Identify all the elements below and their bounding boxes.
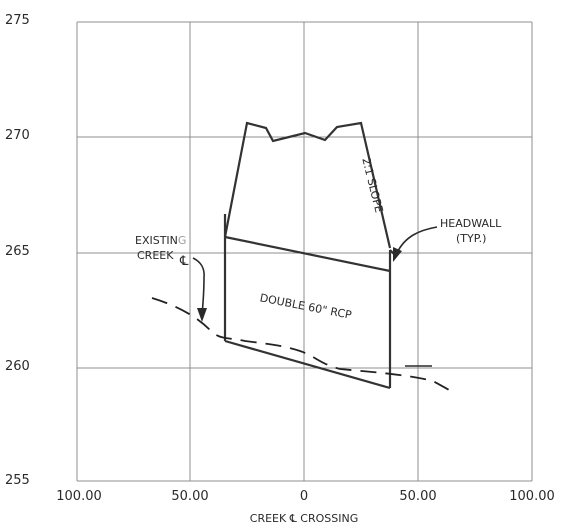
x-tick-label: 100.00 bbox=[509, 489, 555, 504]
existing-creek-line1-tail: G bbox=[178, 234, 187, 247]
pipe-label: DOUBLE 60" RCP bbox=[259, 291, 353, 322]
y-tick-label: 275 bbox=[5, 13, 30, 28]
y-axis-labels: 275 270 265 260 255 bbox=[5, 13, 30, 488]
existing-creek-line1-main: EXISTIN bbox=[135, 234, 178, 247]
existing-creek-arrowhead bbox=[197, 308, 207, 322]
slope-label: 2:1 SLOPE bbox=[359, 156, 385, 214]
centerline-symbol: ℄ bbox=[179, 254, 189, 269]
x-axis-title: CREEK ℄ CROSSING bbox=[250, 512, 358, 525]
y-tick-label: 255 bbox=[5, 473, 30, 488]
x-tick-label: 0 bbox=[300, 489, 308, 504]
headwall-line1: HEADWALL bbox=[440, 217, 502, 230]
slope-label-group: 2:1 SLOPE bbox=[359, 156, 385, 214]
y-tick-label: 270 bbox=[5, 128, 30, 143]
headwall-line2: (TYP.) bbox=[456, 232, 486, 245]
existing-creek-leader bbox=[192, 257, 205, 316]
pipe-bottom-line bbox=[224, 339, 391, 390]
upper-headwall-outline bbox=[223, 121, 392, 249]
headwall-arrowhead bbox=[393, 247, 402, 262]
headwall-annotation: HEADWALL (TYP.) bbox=[393, 217, 502, 262]
existing-creek-line1: EXISTING bbox=[135, 234, 186, 247]
pipe-label-group: DOUBLE 60" RCP bbox=[259, 291, 353, 322]
x-tick-label: 50.00 bbox=[399, 489, 436, 504]
existing-ground-line bbox=[151, 297, 456, 395]
x-tick-label: 50.00 bbox=[171, 489, 208, 504]
culvert-outline bbox=[223, 121, 397, 390]
grid bbox=[76, 21, 533, 482]
x-axis-labels: 100.00 50.00 0 50.00 100.00 bbox=[56, 489, 555, 504]
pipe-top-line bbox=[224, 235, 391, 273]
existing-creek-line2: CREEK bbox=[137, 249, 174, 262]
y-tick-label: 265 bbox=[5, 244, 30, 259]
existing-creek-annotation: EXISTING CREEK ℄ bbox=[135, 234, 207, 322]
headwall-leader bbox=[396, 226, 438, 254]
x-tick-label: 100.00 bbox=[56, 489, 102, 504]
y-tick-label: 260 bbox=[5, 359, 30, 374]
